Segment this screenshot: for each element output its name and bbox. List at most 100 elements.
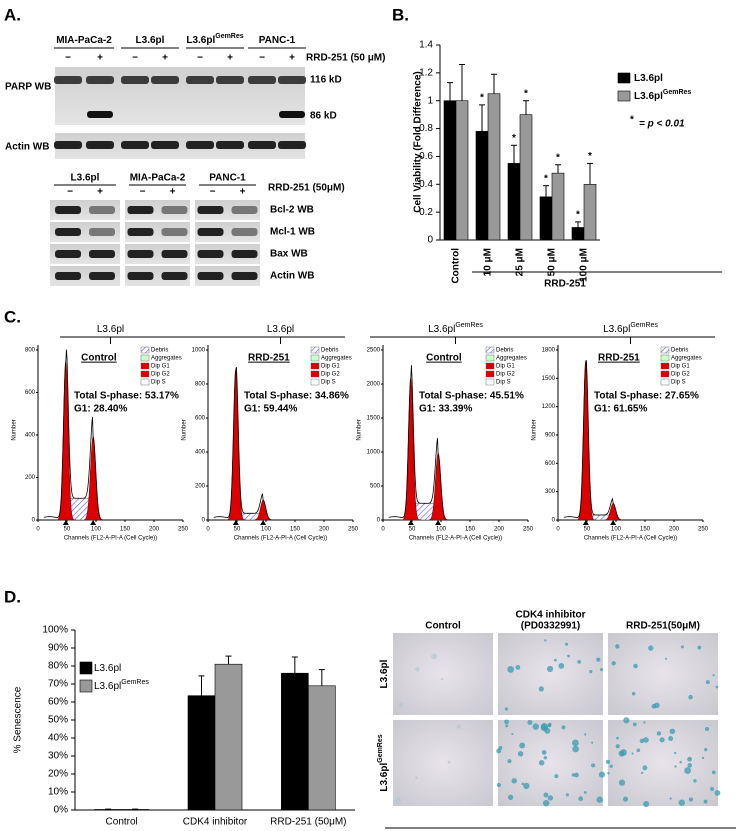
row-label-main: L3.6pl	[379, 659, 390, 688]
legend-label: Aggregates	[671, 356, 702, 362]
stain-spot	[679, 761, 682, 764]
row-label-sup: GemRes	[377, 734, 384, 763]
x-tick-label: 50	[584, 527, 591, 533]
y-axis-label: % Senescence	[13, 686, 24, 753]
stain-spot	[517, 751, 524, 757]
cell-line-label: MIA-PaCa-2	[130, 173, 186, 184]
x-tick-label: 250	[698, 527, 709, 533]
group-label-main: L3.6pl	[603, 324, 630, 335]
stain-spot	[618, 779, 626, 786]
legend-label: Dip G2	[321, 372, 340, 378]
stain-spot	[578, 796, 584, 802]
legend-swatch	[140, 354, 150, 362]
treatment-sign: −	[210, 187, 216, 198]
x-tick-label: 150	[120, 527, 131, 533]
error-bar	[447, 82, 453, 101]
peak-marker	[582, 520, 589, 525]
stain-spot	[496, 748, 502, 754]
stain-spot	[703, 799, 708, 804]
panel-label: C.	[4, 307, 21, 326]
x-tick-label: 250	[178, 527, 189, 533]
x-axis-label: Channels (FL2-A-PI-A (Cell Cycle))	[234, 536, 327, 542]
stain-spot	[669, 797, 672, 800]
row-label: PARP WB	[5, 82, 51, 93]
treatment-sign: +	[162, 53, 168, 64]
band	[186, 76, 214, 84]
legend-label: Dip S	[496, 380, 511, 386]
histogram-outline	[213, 367, 324, 521]
x-tick-label: 150	[640, 527, 651, 533]
legend-swatch	[79, 679, 93, 693]
y-tick-label: 50%	[48, 715, 68, 726]
band	[278, 76, 306, 84]
stain-spot	[712, 674, 715, 677]
bar	[551, 172, 565, 241]
stain-spot	[440, 677, 444, 681]
band	[86, 141, 114, 149]
stain-spot	[564, 642, 569, 646]
stain-spot	[558, 663, 565, 669]
x-tick-label: Control	[106, 817, 138, 828]
x-tick-label: 150	[290, 527, 301, 533]
stain-spot	[511, 778, 517, 784]
stain-spot	[622, 796, 629, 802]
stain-spot	[631, 752, 634, 755]
legend-label: Dip G2	[151, 372, 170, 378]
legend-label: Dip G1	[321, 364, 340, 370]
band	[127, 206, 154, 214]
row-label: Actin WB	[5, 142, 49, 153]
stain-spot	[636, 748, 641, 753]
stain-spot	[504, 719, 509, 725]
significance-marker: *	[556, 152, 560, 163]
y-tick-label: 300	[545, 489, 556, 495]
y-tick-label: 0.6	[419, 151, 433, 162]
stain-spot	[678, 799, 685, 806]
y-tick-label: 200	[25, 475, 36, 481]
treatment-label: RRD-251 (50μM)	[268, 183, 345, 194]
y-tick-label: 800	[25, 348, 36, 354]
error-bar	[291, 656, 298, 674]
legend-label: Debris	[671, 348, 688, 354]
stain-spot	[540, 723, 548, 730]
legend-swatch	[485, 354, 495, 362]
micrograph	[498, 633, 603, 715]
stain-spot	[648, 645, 654, 651]
legend-label: Dip G2	[671, 372, 690, 378]
stain-spot	[669, 728, 676, 735]
blot	[50, 244, 120, 264]
size-label: 116 kD	[310, 75, 342, 86]
legend-label: Dip G1	[151, 364, 170, 370]
legend-label: Debris	[496, 348, 513, 354]
legend-swatch	[660, 370, 670, 378]
x-tick-label: 0	[206, 527, 210, 533]
cell-line-label-sup: GemRes	[215, 33, 244, 40]
legend-swatch	[140, 370, 150, 378]
stain-spot	[631, 691, 636, 696]
band	[216, 141, 244, 149]
row-label: Bcl-2 WB	[270, 205, 314, 216]
micrograph	[498, 720, 603, 806]
legend-label: Debris	[321, 348, 338, 354]
x-tick-label: 100	[436, 527, 447, 533]
bar	[487, 93, 501, 241]
stain-spot	[605, 759, 611, 765]
stain-spot	[633, 663, 638, 669]
legend-label: L3.6pl	[634, 73, 663, 84]
panel-label: A.	[4, 5, 21, 24]
treatment-sign: +	[97, 53, 103, 64]
stain-spot	[668, 736, 674, 741]
treatment-sign: +	[170, 187, 176, 198]
band	[231, 228, 258, 236]
x-tick-label: 100	[611, 527, 622, 533]
stain-spot	[674, 765, 677, 768]
legend-label: Debris	[151, 348, 168, 354]
stain-spot	[680, 645, 684, 649]
legend-swatch	[140, 378, 150, 386]
legend-label-main: L3.6pl	[634, 73, 663, 84]
stain-spot	[504, 707, 508, 711]
row-label: Bax WB	[270, 249, 308, 260]
stain-spot	[687, 763, 693, 768]
g1-peak	[575, 361, 597, 521]
stain-spot	[527, 720, 533, 726]
y-tick-label: 1000	[192, 348, 206, 354]
